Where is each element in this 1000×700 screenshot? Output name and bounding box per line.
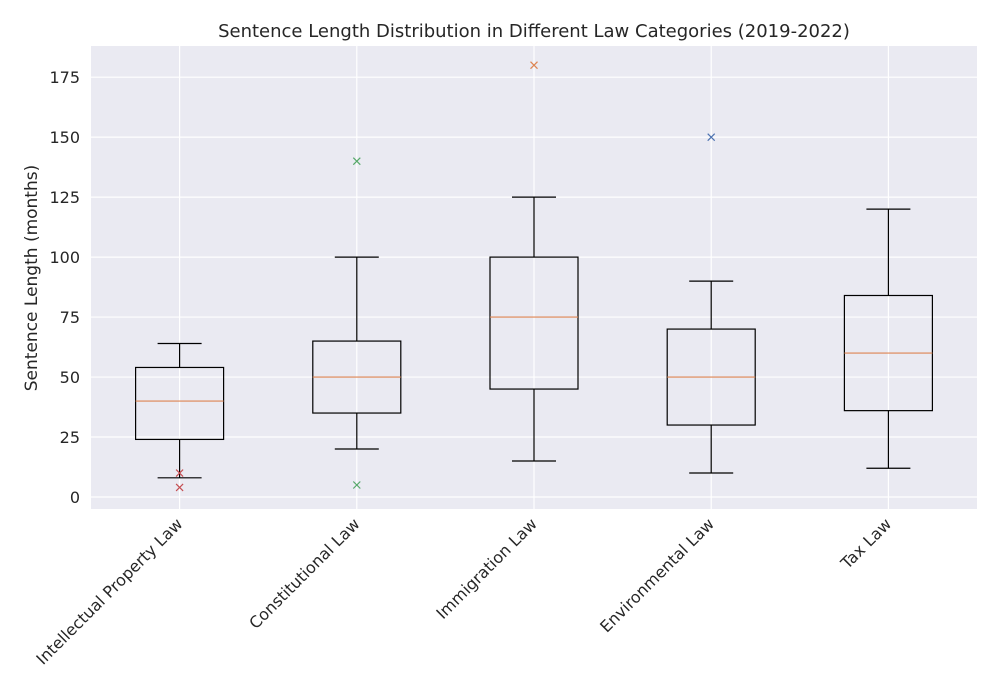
box-plot xyxy=(843,208,934,469)
y-tick-label: 150 xyxy=(49,128,80,147)
box-plot xyxy=(666,133,756,474)
x-tick-label: Environmental Law xyxy=(596,514,718,636)
outlier-stroke xyxy=(352,481,361,489)
box-plot xyxy=(489,61,579,462)
y-tick-label: 100 xyxy=(49,248,80,267)
y-tick-label: 125 xyxy=(49,188,80,207)
x-tick-label: Immigration Law xyxy=(432,514,540,622)
outlier-marker xyxy=(175,483,184,492)
x-tick-labels: Intellectual Property Law Constitutional … xyxy=(32,514,895,668)
y-tick-label: 75 xyxy=(60,308,80,327)
outlier-stroke xyxy=(530,61,538,70)
boxes xyxy=(135,61,934,492)
y-tick-label: 50 xyxy=(60,368,80,387)
x-tick-label: Intellectual Property Law xyxy=(32,514,186,668)
y-axis-label: Sentence Length (months) xyxy=(22,165,42,391)
x-tick-label: Constitutional Law xyxy=(245,514,363,632)
outlier-marker xyxy=(175,469,184,477)
y-tick-label: 175 xyxy=(49,68,80,87)
iqr-box xyxy=(489,256,579,390)
chart-title: Sentence Length Distribution in Differen… xyxy=(218,21,850,42)
y-tick-labels: 0 25 50 75 100 125 150 175 xyxy=(49,68,80,507)
outlier-marker xyxy=(530,61,538,70)
iqr-box xyxy=(135,366,225,441)
outlier-stroke xyxy=(175,483,184,492)
outlier-stroke xyxy=(707,133,716,142)
box-plot xyxy=(135,342,225,492)
y-tick-label: 0 xyxy=(70,488,80,507)
x-tick-label: Tax Law xyxy=(836,514,895,573)
box-plot xyxy=(312,157,402,489)
outlier-marker xyxy=(707,133,716,142)
outlier-stroke xyxy=(175,469,184,477)
outlier-marker xyxy=(352,481,361,489)
outlier-stroke xyxy=(352,157,361,166)
outlier-marker xyxy=(352,157,361,166)
y-tick-label: 25 xyxy=(60,428,80,447)
